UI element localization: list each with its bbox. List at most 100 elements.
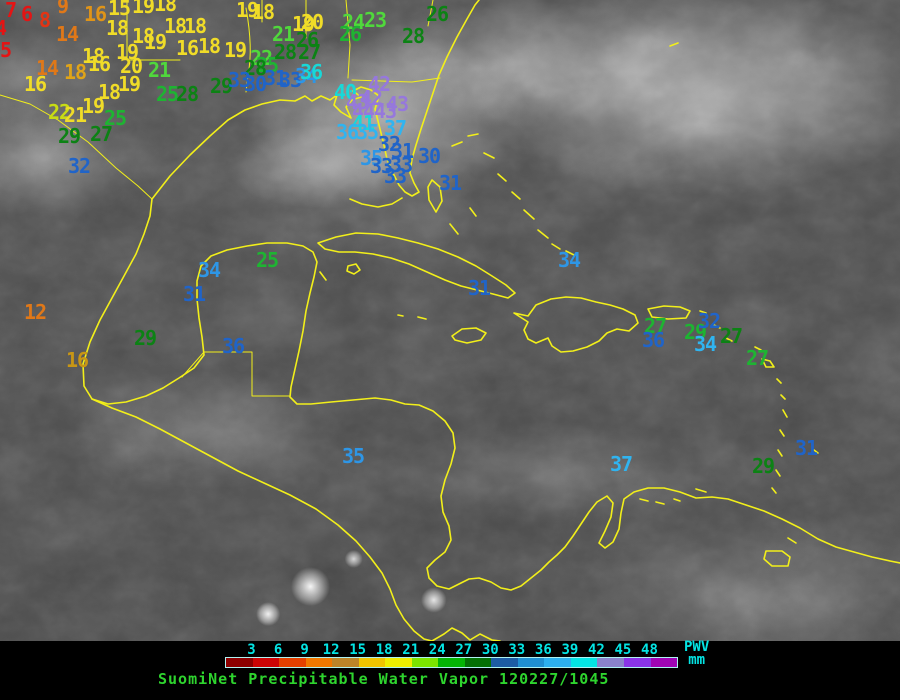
station-pwv-value: 18 xyxy=(98,80,121,104)
station-pwv-value: 19 xyxy=(82,94,105,118)
station-pwv-value: 30 xyxy=(418,144,441,168)
station-pwv-value: 29 xyxy=(210,74,233,98)
station-pwv-value: 31 xyxy=(391,139,414,163)
station-pwv-value: 25 xyxy=(104,106,127,130)
colorbar-ticks: 3 6 9 12 15 18 21 24 27 30 33 36 39 42 45 48 xyxy=(0,641,900,658)
station-pwv-value: 33 xyxy=(370,154,393,178)
station-pwv-value: 41 xyxy=(352,111,375,135)
colorbar-segment xyxy=(358,658,386,667)
station-pwv-value: 32 xyxy=(378,132,401,156)
station-pwv-value: 18 xyxy=(106,16,129,40)
station-pwv-value: 29 xyxy=(752,454,775,478)
pwv-unit-mm: mm xyxy=(688,652,706,668)
station-pwv-value: 31 xyxy=(183,282,206,306)
station-pwv-value: 27 xyxy=(720,324,743,348)
station-pwv-value: 18 xyxy=(64,60,87,84)
station-pwv-value: 18 xyxy=(154,0,177,16)
cloud-noise-overlay xyxy=(0,0,900,641)
station-pwv-value: 12 xyxy=(24,300,47,324)
colorbar-tick: 45 xyxy=(614,642,632,658)
coast-panama-south xyxy=(431,627,501,641)
station-pwv-value: 25 xyxy=(256,53,279,77)
station-pwv-value: 31 xyxy=(468,276,491,300)
station-pwv-value: 14 xyxy=(36,56,59,80)
mississippi-river xyxy=(245,7,251,93)
puerto-rico xyxy=(647,305,691,320)
station-pwv-value: 33 xyxy=(279,68,302,92)
station-pwv-value: 19 xyxy=(132,0,155,18)
station-pwv-value: 16 xyxy=(176,36,199,60)
station-pwv-value: 29 xyxy=(58,124,81,148)
station-pwv-value: 22 xyxy=(48,100,71,124)
pwv-unit-text: PWV xyxy=(684,639,710,655)
isla-juventud xyxy=(346,263,361,275)
station-pwv-value: 35 xyxy=(360,146,383,170)
station-pwv-value: 14 xyxy=(56,22,79,46)
trinidad xyxy=(763,550,791,567)
small-islands xyxy=(319,42,707,505)
station-pwv-value: 36 xyxy=(336,120,359,144)
coast-main xyxy=(82,198,900,591)
colorbar-tick: 27 xyxy=(455,642,473,658)
station-pwv-value: 43 xyxy=(374,99,397,123)
station-pwv-value: 18 xyxy=(198,34,221,58)
lesser-antilles xyxy=(699,310,819,567)
colorbar-segment xyxy=(385,658,412,667)
guatemala-borders xyxy=(181,351,291,397)
jamaica xyxy=(451,327,487,344)
station-pwv-value: 28 xyxy=(244,56,267,80)
station-pwv-value: 19 xyxy=(224,38,247,62)
station-pwv-value: 29 xyxy=(684,320,707,344)
station-pwv-value: 27 xyxy=(298,40,321,64)
station-pwv-value: 27 xyxy=(746,346,769,370)
hispaniola xyxy=(513,296,639,353)
station-pwv-value: 43 xyxy=(346,90,369,114)
colorbar-tick: 24 xyxy=(428,642,446,658)
colorbar-segment xyxy=(544,658,571,667)
station-pwv-value: 36 xyxy=(642,328,665,352)
station-pwv-value: 31 xyxy=(795,436,818,460)
colorbar-segment xyxy=(226,658,253,667)
colorbar-tick: 30 xyxy=(481,642,499,658)
station-pwv-value: 40 xyxy=(334,80,357,104)
station-pwv-value: 21 xyxy=(148,58,171,82)
station-pwv-value: 18 xyxy=(164,14,187,38)
coastline-layer xyxy=(0,0,900,641)
colorbar-segment xyxy=(438,658,465,667)
station-pwv-value: 31 xyxy=(264,66,287,90)
station-pwv-value: 16 xyxy=(24,72,47,96)
station-pwv-value: 16 xyxy=(84,2,107,26)
station-pwv-value: 25 xyxy=(256,248,279,272)
station-pwv-value: 27 xyxy=(90,122,113,146)
station-pwv-value: 37 xyxy=(610,452,633,476)
station-layer: 7 6 4 8 9 14 5 16 15 18 18 14 18 16 16 18 22 21 19 25 29 27 32… xyxy=(0,0,818,478)
station-pwv-value: 19 xyxy=(118,72,141,96)
colorbar-tick: 18 xyxy=(375,642,393,658)
colorbar-tick: 48 xyxy=(641,642,658,658)
station-pwv-value: 16 xyxy=(66,348,89,372)
station-pwv-value: 28 xyxy=(402,24,425,48)
station-pwv-value: 19 xyxy=(144,30,167,54)
station-pwv-value: 31 xyxy=(439,171,462,195)
pwv-colorbar xyxy=(225,657,678,668)
map-title: SuomiNet Precipitable Water Vapor 120227… xyxy=(158,670,610,688)
station-pwv-value: 16 xyxy=(88,52,111,76)
colorbar-segment xyxy=(517,658,545,667)
station-pwv-value: 42 xyxy=(368,72,391,96)
state-line xyxy=(345,0,351,79)
station-pwv-value: 26 xyxy=(296,28,319,52)
station-pwv-value: 18 xyxy=(184,14,207,38)
station-pwv-value: 18 xyxy=(252,0,275,24)
station-pwv-value: 35 xyxy=(356,120,379,144)
colorbar-segment xyxy=(597,658,624,667)
station-pwv-value: 15 xyxy=(108,0,131,20)
station-pwv-value: 42 xyxy=(360,86,383,110)
colorbar-segment xyxy=(623,658,651,667)
state-line xyxy=(351,77,441,83)
bahamas xyxy=(427,133,575,256)
colorbar-tick: 21 xyxy=(402,642,420,658)
station-pwv-value: 19 xyxy=(236,0,259,22)
station-pwv-value: 29 xyxy=(134,326,157,350)
colorbar-tick: 42 xyxy=(587,642,605,658)
